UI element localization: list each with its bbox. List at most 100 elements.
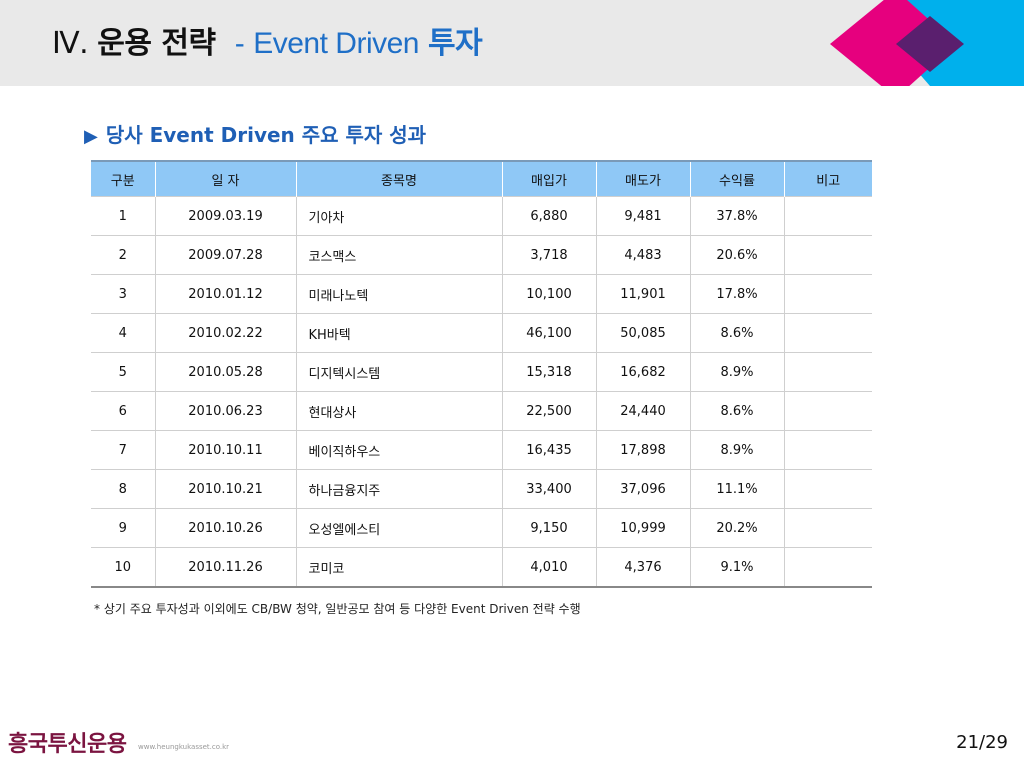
cell-return: 20.6% [689,235,785,275]
cell-buy-price: 4,010 [501,547,597,588]
col-header-sell-price: 매도가 [595,160,691,197]
cell-no: 8 [91,469,156,509]
footnote: * 상기 주요 투자성과 이외에도 CB/BW 청약, 일반공모 참여 등 다양… [94,602,581,616]
cell-sell-price: 16,682 [595,352,691,392]
cell-stock: KH바텍 [295,313,503,353]
cell-stock: 오성엘에스티 [295,508,503,548]
cell-no: 4 [91,313,156,353]
table-row: 4 2010.02.22 KH바텍 46,100 50,085 8.6% [91,313,872,353]
company-logo: 흥국투신운용 [8,732,127,757]
cell-return: 37.8% [689,196,785,236]
triangle-bullet-icon: ▶ [84,126,98,147]
cell-date: 2010.10.26 [154,508,297,548]
cell-stock: 미래나노텍 [295,274,503,314]
cell-date: 2010.10.11 [154,430,297,470]
cell-sell-price: 11,901 [595,274,691,314]
cell-buy-price: 16,435 [501,430,597,470]
cell-stock: 디지텍시스템 [295,352,503,392]
cell-date: 2010.05.28 [154,352,297,392]
cell-sell-price: 9,481 [595,196,691,236]
cell-no: 3 [91,274,156,314]
cell-no: 1 [91,196,156,236]
cell-note [783,313,872,353]
cell-date: 2010.11.26 [154,547,297,588]
cell-return: 8.9% [689,352,785,392]
cell-note [783,391,872,431]
cell-stock: 코스맥스 [295,235,503,275]
cell-stock: 코미코 [295,547,503,588]
table-row: 2 2009.07.28 코스맥스 3,718 4,483 20.6% [91,235,872,275]
cell-return: 11.1% [689,469,785,509]
cell-sell-price: 37,096 [595,469,691,509]
cell-buy-price: 33,400 [501,469,597,509]
cell-date: 2010.01.12 [154,274,297,314]
cell-return: 17.8% [689,274,785,314]
cell-stock: 하나금융지주 [295,469,503,509]
cell-buy-price: 10,100 [501,274,597,314]
cell-note [783,352,872,392]
cell-note [783,547,872,588]
page-number: 21/29 [956,732,1008,753]
table-row: 5 2010.05.28 디지텍시스템 15,318 16,682 8.9% [91,352,872,392]
col-header-return: 수익률 [689,160,785,197]
cell-note [783,508,872,548]
cell-stock: 베이직하우스 [295,430,503,470]
table-row: 10 2010.11.26 코미코 4,010 4,376 9.1% [91,547,872,588]
table-row: 7 2010.10.11 베이직하우스 16,435 17,898 8.9% [91,430,872,470]
cell-note [783,430,872,470]
cell-buy-price: 15,318 [501,352,597,392]
cell-no: 9 [91,508,156,548]
table-row: 9 2010.10.26 오성엘에스티 9,150 10,999 20.2% [91,508,872,548]
section-heading-text: 당사 Event Driven 주요 투자 성과 [105,123,427,147]
cell-note [783,274,872,314]
cell-no: 2 [91,235,156,275]
table-row: 8 2010.10.21 하나금융지주 33,400 37,096 11.1% [91,469,872,509]
performance-table: 구분 일 자 종목명 매입가 매도가 수익률 비고 1 2009.03.19 기… [91,160,872,588]
section-heading: ▶ 당사 Event Driven 주요 투자 성과 [84,120,426,152]
col-header-stock: 종목명 [295,160,503,197]
cell-buy-price: 46,100 [501,313,597,353]
cell-stock: 기아차 [295,196,503,236]
cell-return: 8.9% [689,430,785,470]
col-header-buy-price: 매입가 [501,160,597,197]
company-website: www.heungkukasset.co.kr [138,743,230,751]
cell-sell-price: 10,999 [595,508,691,548]
cell-date: 2010.02.22 [154,313,297,353]
table-row: 6 2010.06.23 현대상사 22,500 24,440 8.6% [91,391,872,431]
cell-sell-price: 50,085 [595,313,691,353]
slide-title: Ⅳ. 운용 전략 - Event Driven 투자 [52,24,483,64]
cell-return: 20.2% [689,508,785,548]
cell-date: 2010.10.21 [154,469,297,509]
cell-return: 9.1% [689,547,785,588]
diamond-decoration-icon [830,0,1024,86]
title-korean: 운용 전략 [97,26,216,61]
cell-no: 6 [91,391,156,431]
cell-note [783,196,872,236]
cell-sell-price: 24,440 [595,391,691,431]
col-header-note: 비고 [783,160,872,197]
cell-buy-price: 9,150 [501,508,597,548]
title-dash: - [234,27,245,60]
cell-buy-price: 3,718 [501,235,597,275]
cell-sell-price: 4,483 [595,235,691,275]
cell-return: 8.6% [689,313,785,353]
table-row: 1 2009.03.19 기아차 6,880 9,481 37.8% [91,196,872,236]
title-roman-numeral: Ⅳ. [52,26,89,61]
cell-note [783,235,872,275]
cell-no: 10 [91,547,156,588]
cell-no: 5 [91,352,156,392]
cell-buy-price: 6,880 [501,196,597,236]
col-header-date: 일 자 [154,160,297,197]
cell-sell-price: 4,376 [595,547,691,588]
cell-date: 2010.06.23 [154,391,297,431]
title-korean-suffix: 투자 [428,26,483,61]
cell-date: 2009.07.28 [154,235,297,275]
table-header-row: 구분 일 자 종목명 매입가 매도가 수익률 비고 [91,160,872,197]
table-row: 3 2010.01.12 미래나노텍 10,100 11,901 17.8% [91,274,872,314]
col-header-no: 구분 [91,160,156,197]
title-english: Event Driven [253,27,419,60]
cell-sell-price: 17,898 [595,430,691,470]
cell-no: 7 [91,430,156,470]
cell-stock: 현대상사 [295,391,503,431]
cell-return: 8.6% [689,391,785,431]
